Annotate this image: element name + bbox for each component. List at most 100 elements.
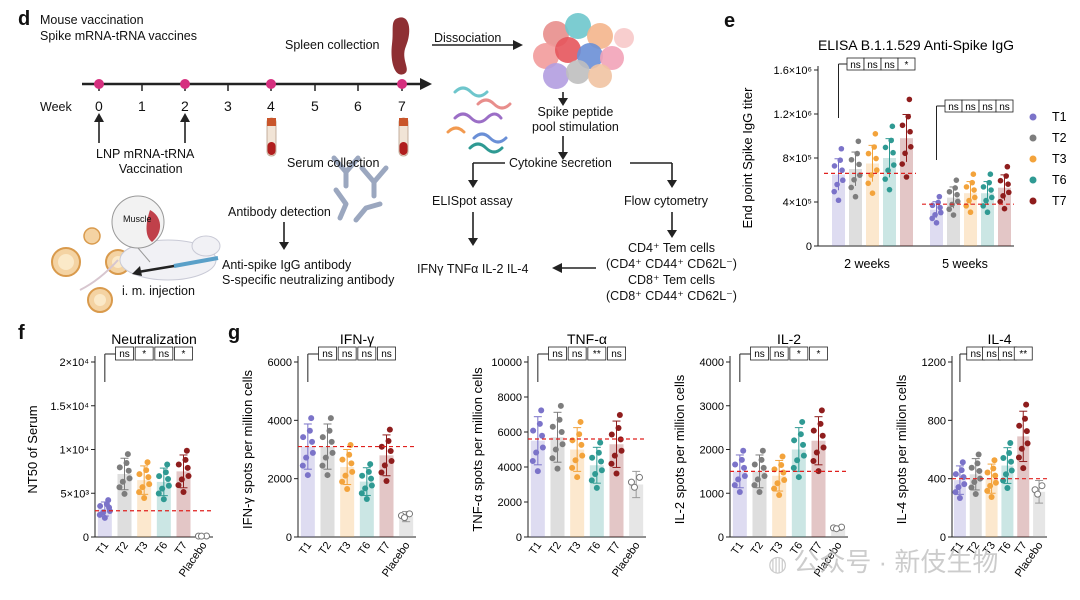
data-point — [740, 447, 747, 454]
legend-label-T2: T2 — [1052, 131, 1067, 145]
data-point — [778, 462, 785, 469]
data-point — [319, 434, 326, 441]
sig-label: * — [182, 349, 186, 360]
y-tick-label: 10000 — [491, 357, 522, 369]
data-point — [848, 156, 855, 163]
data-point — [576, 431, 583, 438]
sig-box — [1013, 346, 1033, 361]
data-point — [889, 123, 896, 130]
y-tick-label: 4000 — [700, 357, 724, 369]
data-point — [873, 167, 880, 173]
data-point — [970, 171, 977, 177]
data-point — [121, 490, 128, 497]
sig-label: ns — [965, 102, 976, 113]
chart-title: TNF-α — [567, 331, 607, 347]
sig-box — [567, 346, 587, 361]
data-point — [387, 448, 394, 455]
chart-tnfa: TNF-α 0 2000 4000 6000 8000 10000 TNF-α spots p… — [470, 331, 646, 579]
y-axis-label: IFN-γ spots per million cells — [240, 370, 255, 529]
data-point — [1038, 482, 1046, 490]
sig-label: ns — [572, 349, 583, 360]
data-point — [968, 464, 975, 471]
sig-label: ns — [986, 349, 997, 360]
y-tick-label: 0 — [806, 241, 812, 253]
data-point — [741, 464, 748, 471]
data-point — [983, 197, 989, 204]
legend-label-T1: T1 — [1052, 110, 1067, 124]
x-tick-label: T3 — [336, 540, 353, 557]
sig-box — [174, 346, 193, 361]
data-point — [776, 492, 783, 499]
data-point — [388, 458, 395, 465]
data-point — [888, 137, 895, 144]
data-point — [385, 438, 392, 445]
week-number: 0 — [95, 98, 103, 114]
data-point — [554, 465, 561, 472]
y-tick-label: 1200 — [922, 357, 946, 369]
data-point — [308, 415, 315, 422]
data-point — [378, 443, 385, 450]
y-axis-label: IL-4 spots per million cells — [894, 374, 909, 524]
week-number: 4 — [267, 98, 275, 114]
data-point — [795, 474, 802, 481]
data-point — [952, 185, 959, 191]
week-number: 6 — [354, 98, 362, 114]
data-point — [116, 484, 123, 491]
data-point — [125, 467, 132, 474]
data-point — [339, 478, 346, 485]
sig-box — [809, 346, 828, 361]
data-point — [539, 432, 546, 439]
data-point — [1023, 428, 1030, 435]
data-point — [1008, 458, 1015, 465]
sig-label: ns — [1002, 349, 1013, 360]
y-tick-label: 1000 — [700, 488, 724, 500]
y-tick-label: 2×10⁴ — [59, 357, 89, 369]
week-number: 5 — [311, 98, 319, 114]
data-point — [326, 427, 333, 434]
chart-neutralization: Neutralization 0 5×10³ 1×10⁴ 1.5×10⁴ 2×10⁴ NT5… — [25, 331, 213, 579]
data-point — [577, 418, 584, 425]
data-point — [738, 456, 745, 463]
data-point — [1015, 454, 1022, 461]
data-point — [969, 179, 976, 186]
data-point — [997, 198, 1004, 205]
x-tick-label: T1 — [94, 540, 111, 557]
legend-marker-T3 — [1029, 155, 1037, 163]
data-point — [818, 407, 825, 414]
data-point — [1004, 163, 1011, 170]
data-point — [902, 150, 908, 157]
panel-letter-f: f — [18, 322, 25, 344]
data-point — [324, 472, 331, 479]
data-point — [368, 475, 375, 482]
data-point — [362, 485, 369, 492]
data-point — [815, 468, 822, 475]
data-point — [359, 472, 366, 479]
data-point — [890, 162, 897, 168]
data-point — [615, 425, 622, 432]
muscle-label: Muscle — [123, 214, 152, 224]
data-point — [851, 176, 857, 183]
spleen-collection-label: Spleen collection — [285, 38, 380, 52]
data-point — [855, 138, 862, 145]
data-point — [1003, 173, 1010, 179]
y-tick-label: 4000 — [268, 415, 292, 427]
y-tick-label: 6000 — [498, 427, 522, 439]
data-point — [309, 449, 316, 456]
sig-label: ns — [948, 102, 959, 113]
data-point — [780, 469, 787, 476]
data-point — [751, 461, 758, 468]
data-point — [175, 482, 182, 489]
data-point — [890, 149, 896, 156]
data-point — [162, 469, 169, 476]
data-point — [368, 482, 375, 489]
x-tick-label: T2 — [317, 540, 334, 557]
data-point — [378, 469, 385, 476]
data-point — [143, 467, 150, 474]
data-point — [386, 426, 393, 433]
sig-box — [134, 346, 154, 361]
data-point — [182, 456, 189, 463]
sig-label: ns — [362, 349, 373, 360]
data-point — [574, 474, 581, 481]
data-point — [1020, 465, 1027, 472]
muscle-icon — [111, 195, 165, 263]
